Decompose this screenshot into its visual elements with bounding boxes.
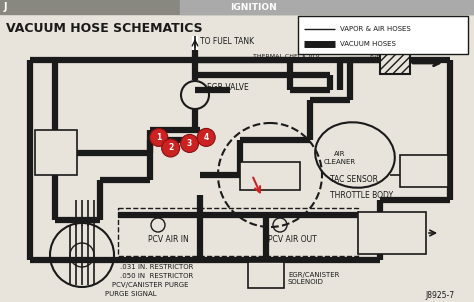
Text: FRONT OF
VEHICLE: FRONT OF VEHICLE bbox=[373, 223, 411, 243]
Text: 4: 4 bbox=[203, 133, 209, 142]
Text: PCV/CANISTER PURGE: PCV/CANISTER PURGE bbox=[112, 282, 189, 288]
Text: TAC SENSOR: TAC SENSOR bbox=[330, 175, 378, 185]
Bar bbox=[358, 212, 426, 254]
Text: THERMAL CHECK VLV: THERMAL CHECK VLV bbox=[253, 54, 320, 59]
Text: TO FUEL TANK: TO FUEL TANK bbox=[200, 37, 254, 47]
Bar bbox=[240, 162, 300, 190]
Circle shape bbox=[181, 134, 199, 153]
Text: VACUUM HOSES: VACUUM HOSES bbox=[340, 41, 396, 47]
Text: R/DELAY VLV: R/DELAY VLV bbox=[370, 54, 410, 59]
Text: 1: 1 bbox=[156, 133, 162, 142]
Text: 2: 2 bbox=[168, 143, 173, 153]
Bar bbox=[248, 262, 284, 288]
Bar bbox=[400, 155, 448, 187]
Text: .050 IN  RESTRICTOR: .050 IN RESTRICTOR bbox=[120, 273, 193, 279]
Text: EGR VALVE: EGR VALVE bbox=[207, 83, 249, 92]
Bar bbox=[118, 208, 358, 256]
Text: PURGE SIGNAL: PURGE SIGNAL bbox=[105, 291, 156, 297]
Text: J8925-7: J8925-7 bbox=[426, 291, 455, 300]
Text: AIR
CLEANER: AIR CLEANER bbox=[324, 151, 356, 165]
Bar bbox=[298, 16, 468, 54]
Text: PCV AIR OUT: PCV AIR OUT bbox=[268, 236, 317, 245]
Text: VACUUM
MOTOR: VACUUM MOTOR bbox=[410, 169, 438, 179]
Bar bbox=[35, 130, 77, 175]
Text: VACUUM HOSE SCHEMATICS: VACUUM HOSE SCHEMATICS bbox=[6, 21, 202, 34]
Text: J: J bbox=[4, 2, 8, 12]
Text: PCV AIR IN: PCV AIR IN bbox=[148, 236, 189, 245]
Circle shape bbox=[150, 128, 168, 146]
Text: MAP
SENSOR: MAP SENSOR bbox=[42, 146, 70, 159]
Text: EGR/CANISTER
SOLENOID: EGR/CANISTER SOLENOID bbox=[288, 271, 339, 284]
Text: .031 IN. RESTRICTOR: .031 IN. RESTRICTOR bbox=[120, 264, 193, 270]
Circle shape bbox=[162, 139, 180, 157]
Text: THROTTLE BODY: THROTTLE BODY bbox=[330, 191, 393, 200]
Text: IGNITION: IGNITION bbox=[230, 2, 277, 11]
Bar bbox=[380, 52, 410, 74]
Text: 3: 3 bbox=[187, 139, 192, 148]
Circle shape bbox=[197, 128, 215, 146]
Text: VAPOR & AIR HOSES: VAPOR & AIR HOSES bbox=[340, 26, 411, 32]
